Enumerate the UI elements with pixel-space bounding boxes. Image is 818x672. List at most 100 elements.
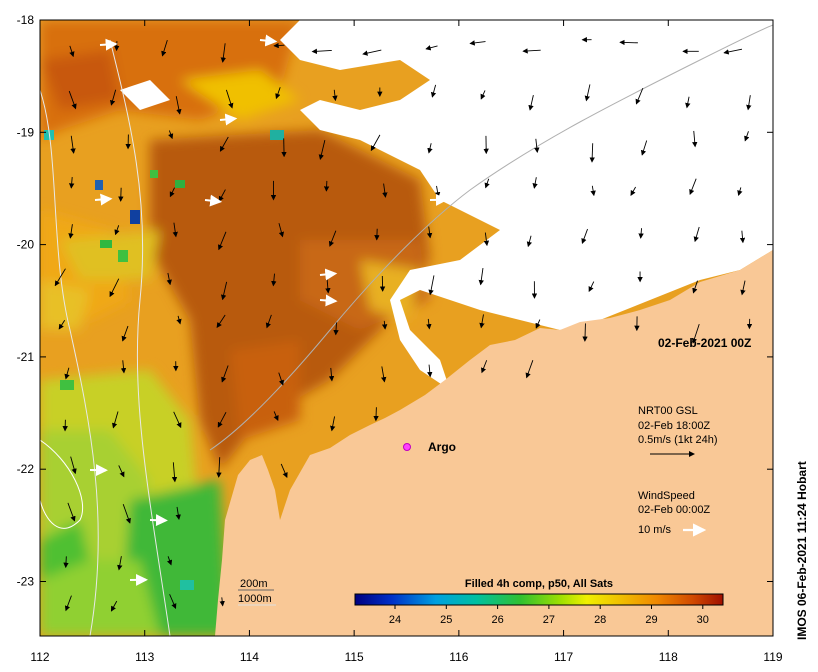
current-arrow (275, 87, 281, 100)
current-arrow (640, 140, 648, 156)
lat-axis: -18 -19 -20 -21 -22 -23 (17, 13, 773, 589)
current-arrow (273, 411, 279, 422)
colorbar-tick-label: 30 (697, 614, 709, 626)
current-arrow (619, 39, 638, 46)
current-arrow (739, 230, 746, 244)
colorbar-ticks: 24 25 26 27 28 29 30 (389, 605, 709, 626)
cloud-mask (280, 20, 773, 390)
lat-tick-label: -23 (17, 575, 35, 589)
current-arrow (111, 411, 119, 429)
current-arrow (582, 323, 588, 342)
currents-legend: NRT00 GSL 02-Feb 18:00Z 0.5m/s (1kt 24h) (638, 405, 717, 457)
current-arrow (590, 185, 596, 197)
colorbar-tick-label: 25 (440, 614, 452, 626)
date-label: 02-Feb-2021 00Z (658, 336, 751, 350)
current-arrow (169, 594, 177, 610)
current-arrow (528, 95, 534, 111)
current-arrow (370, 134, 381, 152)
current-arrow (68, 90, 77, 110)
current-arrow (373, 407, 379, 422)
current-arrow (171, 462, 178, 483)
current-arrow (744, 131, 750, 142)
current-arrow (692, 280, 698, 294)
colorbar-tick-label: 29 (645, 614, 657, 626)
current-arrow (737, 187, 743, 196)
current-arrow (219, 597, 225, 607)
current-arrow (225, 89, 234, 109)
lat-tick-label: -18 (17, 13, 35, 27)
currents-legend-line1: NRT00 GSL (638, 405, 698, 417)
current-arrow (589, 143, 595, 163)
depth-contour-eddy (40, 439, 84, 529)
current-arrow (121, 325, 129, 342)
current-arrow (175, 506, 181, 521)
colorbar: Filled 4h comp, p50, All Sats 24 25 26 27 28… (354, 578, 724, 626)
depth-contour-shelf (209, 24, 773, 451)
current-arrow (68, 224, 74, 239)
current-arrow (481, 360, 488, 374)
current-arrow (70, 135, 76, 154)
lon-tick-label: 113 (135, 650, 154, 664)
current-arrow (114, 225, 120, 236)
current-arrow (723, 48, 743, 55)
current-arrow (689, 178, 697, 195)
wind-arrow (439, 53, 458, 66)
wind-arrow (319, 268, 338, 281)
current-arrow (117, 556, 123, 571)
credit-label: IMOS 06-Feb-2021 11:24 Hobart (795, 461, 809, 640)
current-arrow (311, 48, 332, 55)
lon-tick-label: 119 (763, 650, 782, 664)
argo-float-marker[interactable] (403, 443, 411, 451)
current-arrow (479, 314, 485, 329)
current-arrow (430, 84, 437, 98)
current-arrow (691, 324, 700, 344)
cloud-patch (120, 80, 170, 110)
current-arrow (630, 186, 636, 196)
current-arrow (63, 556, 69, 569)
current-arrow (522, 48, 541, 54)
current-arrow (638, 228, 644, 239)
current-arrow (478, 267, 484, 286)
current-arrow (54, 268, 66, 287)
current-arrow (167, 556, 173, 566)
current-arrow (278, 372, 284, 386)
current-arrow (109, 278, 120, 298)
colorbar-tick-label: 28 (594, 614, 606, 626)
current-arrow (328, 367, 335, 382)
current-arrow (120, 360, 127, 374)
current-arrow (483, 232, 490, 247)
current-arrow (746, 95, 752, 111)
wind-arrow (99, 38, 118, 51)
current-arrow (173, 411, 182, 429)
depth-legend: 200m 1000m (238, 578, 276, 606)
current-arrow (216, 457, 222, 478)
current-arrow (69, 45, 75, 58)
current-arrow (534, 138, 540, 154)
current-arrow (70, 456, 77, 475)
depth-contour-200m (109, 39, 171, 636)
map-plot-area (40, 20, 773, 636)
wind-legend-line2: 02-Feb 00:00Z (638, 504, 710, 516)
current-arrow (110, 600, 118, 612)
current-arrow (635, 87, 644, 105)
currents-legend-line3: 0.5m/s (1kt 24h) (638, 434, 717, 446)
current-arrow (332, 89, 338, 102)
plot-frame (39, 19, 774, 637)
current-arrow (265, 314, 272, 329)
wind-arrow (219, 113, 238, 126)
current-arrow (161, 40, 168, 57)
current-arrow (526, 235, 532, 248)
current-arrow (220, 43, 226, 63)
current-arrow (330, 416, 336, 432)
current-arrow (427, 364, 433, 378)
current-arrow (484, 178, 490, 189)
wind-arrow (259, 34, 278, 47)
colorbar-tick-label: 24 (389, 614, 401, 626)
wind-legend: WindSpeed 02-Feb 00:00Z 10 m/s (638, 490, 710, 537)
current-arrow (333, 322, 339, 336)
current-arrow (166, 272, 172, 286)
current-arrow (685, 96, 691, 109)
current-arrow (67, 502, 76, 522)
current-arrow (58, 319, 66, 330)
